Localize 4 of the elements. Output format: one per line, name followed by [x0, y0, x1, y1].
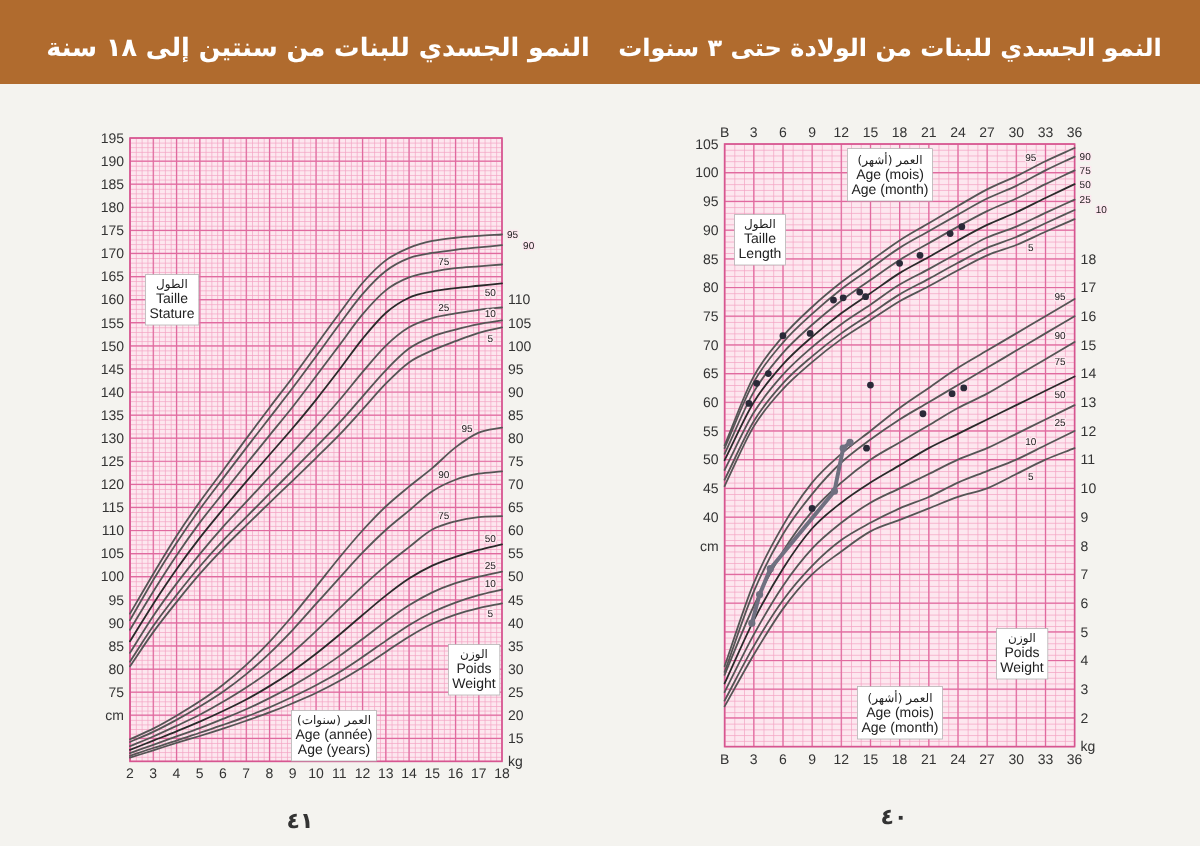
annotation: ٤١ — [286, 808, 314, 834]
annotation: ٤٠ — [880, 804, 908, 830]
title: النمو الجسدي للبنات من سنتين إلى ١٨ سنة — [46, 34, 590, 64]
title: النمو الجسدي للبنات من الولادة حتى ٣ سنوات — [618, 34, 1162, 62]
